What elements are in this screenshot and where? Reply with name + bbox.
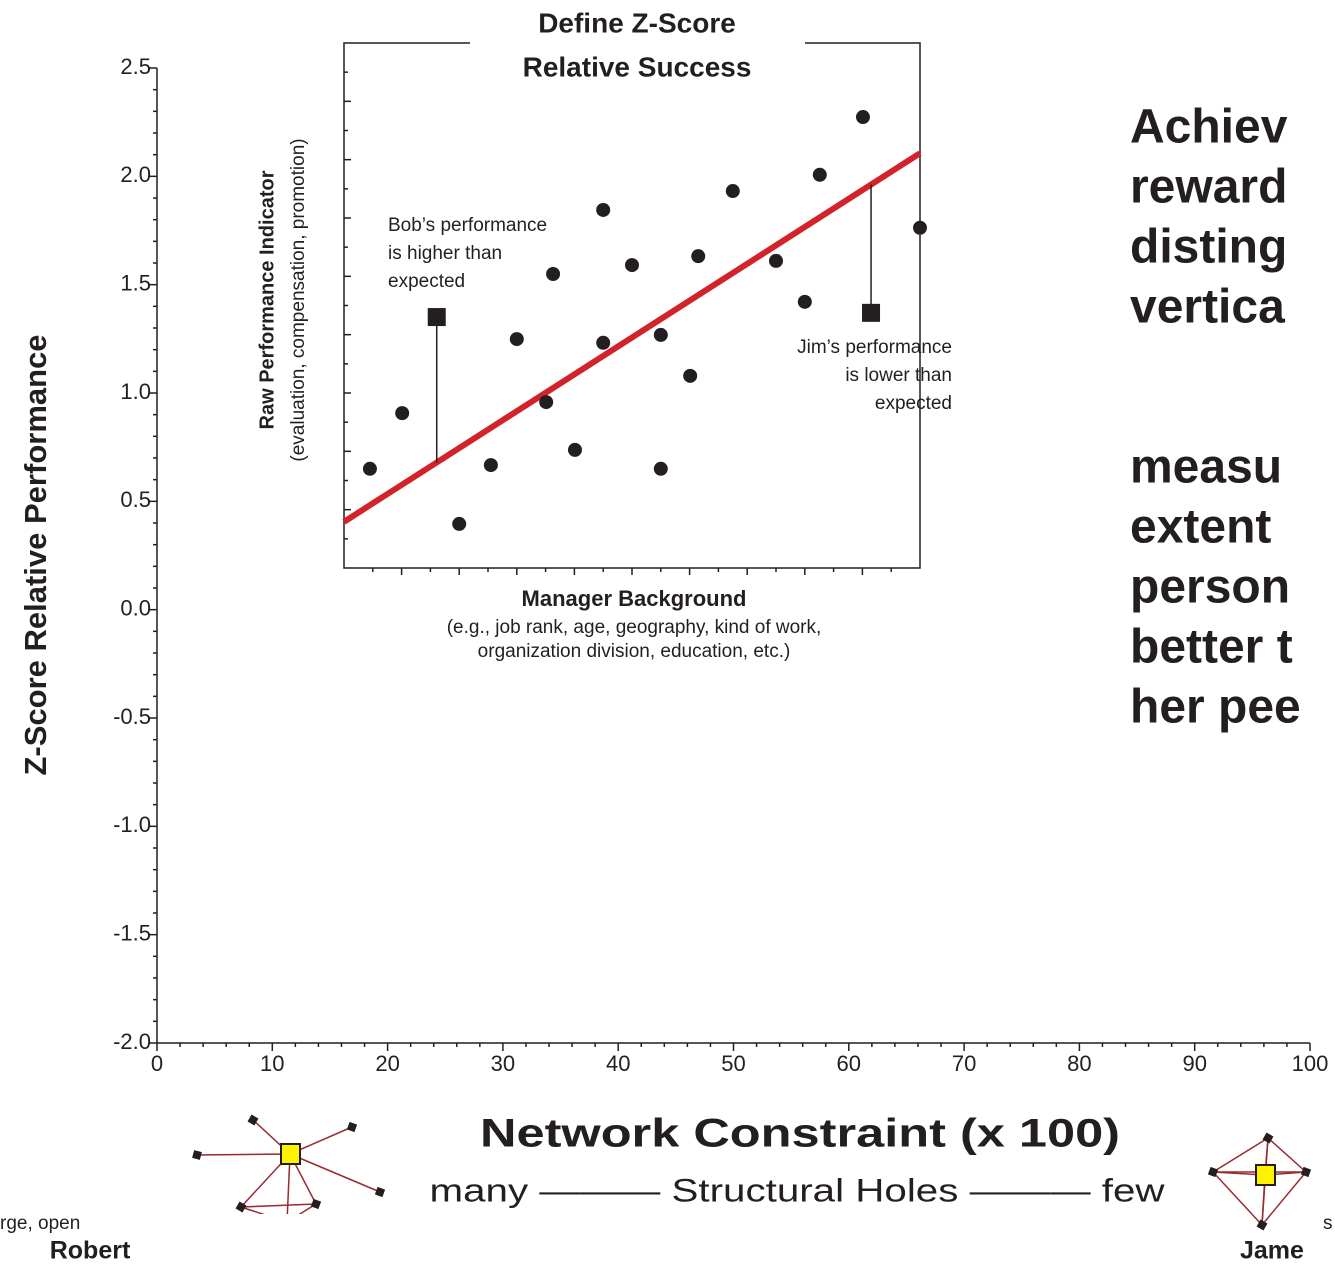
- point: [546, 267, 561, 281]
- inset-title: Define Z-Score: [538, 7, 736, 38]
- point: [567, 442, 582, 457]
- network-note: s: [1323, 1213, 1333, 1234]
- y-tick-label: -2.0: [113, 1029, 151, 1054]
- network-note: rge, open: [0, 1213, 80, 1234]
- point: [509, 332, 524, 347]
- person-marker: [862, 303, 881, 322]
- x-tick-label: 30: [491, 1051, 515, 1076]
- marker-label: is lower than: [845, 365, 952, 386]
- point: [452, 516, 467, 531]
- person-marker: [427, 308, 446, 327]
- point: [855, 110, 870, 125]
- inset-x-note: organization division, education, etc.): [478, 641, 791, 662]
- side-text: measu: [1130, 441, 1282, 494]
- y-tick-label: -1.5: [113, 920, 151, 945]
- side-text: reward: [1130, 161, 1287, 214]
- marker-label: Jim’s performance: [797, 337, 952, 358]
- point: [625, 258, 639, 273]
- x-tick-label: 60: [837, 1051, 861, 1076]
- y-tick-label: 0.5: [120, 487, 151, 512]
- point: [683, 368, 698, 383]
- network-name: Jame: [1240, 1237, 1304, 1265]
- inset-x-note: (e.g., job rank, age, geography, kind of…: [447, 617, 822, 638]
- y-tick-label: 2.0: [120, 162, 151, 187]
- y-tick-label: 1.5: [120, 270, 151, 295]
- inset-y-note: (evaluation, compensation, promotion): [288, 138, 309, 461]
- network-closed: [1207, 1132, 1312, 1231]
- x-axis-title: Network Constraint (x 100): [480, 1112, 1120, 1156]
- inset-frame: [343, 42, 921, 569]
- x-tick-label: 40: [606, 1051, 630, 1076]
- side-text: Achiev: [1130, 101, 1288, 154]
- y-tick-label: 0.0: [120, 595, 151, 620]
- network-open: [192, 1114, 386, 1223]
- point: [653, 461, 668, 476]
- point: [769, 253, 783, 268]
- marker-label: Bob’s performance: [388, 215, 547, 236]
- network-name: Robert: [50, 1237, 131, 1265]
- x-tick-label: 100: [1292, 1051, 1329, 1076]
- x-tick-label: 0: [151, 1051, 163, 1076]
- y-tick-label: -1.0: [113, 812, 151, 837]
- point: [797, 294, 812, 309]
- y-tick-label: 2.5: [120, 54, 151, 79]
- y-axis-title: Z-Score Relative Performance: [18, 334, 53, 775]
- point: [395, 406, 410, 421]
- point: [596, 202, 611, 217]
- side-text: vertica: [1130, 281, 1285, 334]
- y-tick-label: -0.5: [113, 704, 151, 729]
- point: [812, 167, 827, 182]
- point: [362, 461, 377, 476]
- point: [691, 249, 706, 264]
- side-text: disting: [1130, 221, 1287, 274]
- fit-line: [342, 150, 922, 525]
- point: [725, 184, 740, 199]
- point: [596, 335, 611, 350]
- marker-label: expected: [388, 271, 465, 292]
- x-tick-label: 50: [721, 1051, 745, 1076]
- side-text: person: [1130, 561, 1290, 614]
- marker-label: is higher than: [388, 243, 502, 264]
- clip-band: [0, 1214, 400, 1224]
- x-tick-label: 70: [952, 1051, 976, 1076]
- x-axis-subtitle: many ——— Structural Holes ——— few: [430, 1172, 1166, 1208]
- point: [539, 395, 554, 410]
- inset-title: Relative Success: [523, 51, 752, 82]
- marker-label: expected: [875, 393, 952, 414]
- side-text: better t: [1130, 621, 1293, 674]
- x-tick-label: 10: [260, 1051, 284, 1076]
- point: [483, 458, 498, 473]
- point: [913, 220, 927, 235]
- y-tick-label: 1.0: [120, 379, 151, 404]
- side-text: extent: [1130, 501, 1271, 554]
- side-text: her pee: [1130, 681, 1301, 734]
- inset-x-label: Manager Background: [522, 586, 747, 611]
- x-tick-label: 20: [375, 1051, 399, 1076]
- x-tick-label: 80: [1067, 1051, 1091, 1076]
- x-tick-label: 90: [1182, 1051, 1206, 1076]
- point: [653, 327, 668, 342]
- inset-y-label: Raw Performance Indicator: [256, 170, 278, 429]
